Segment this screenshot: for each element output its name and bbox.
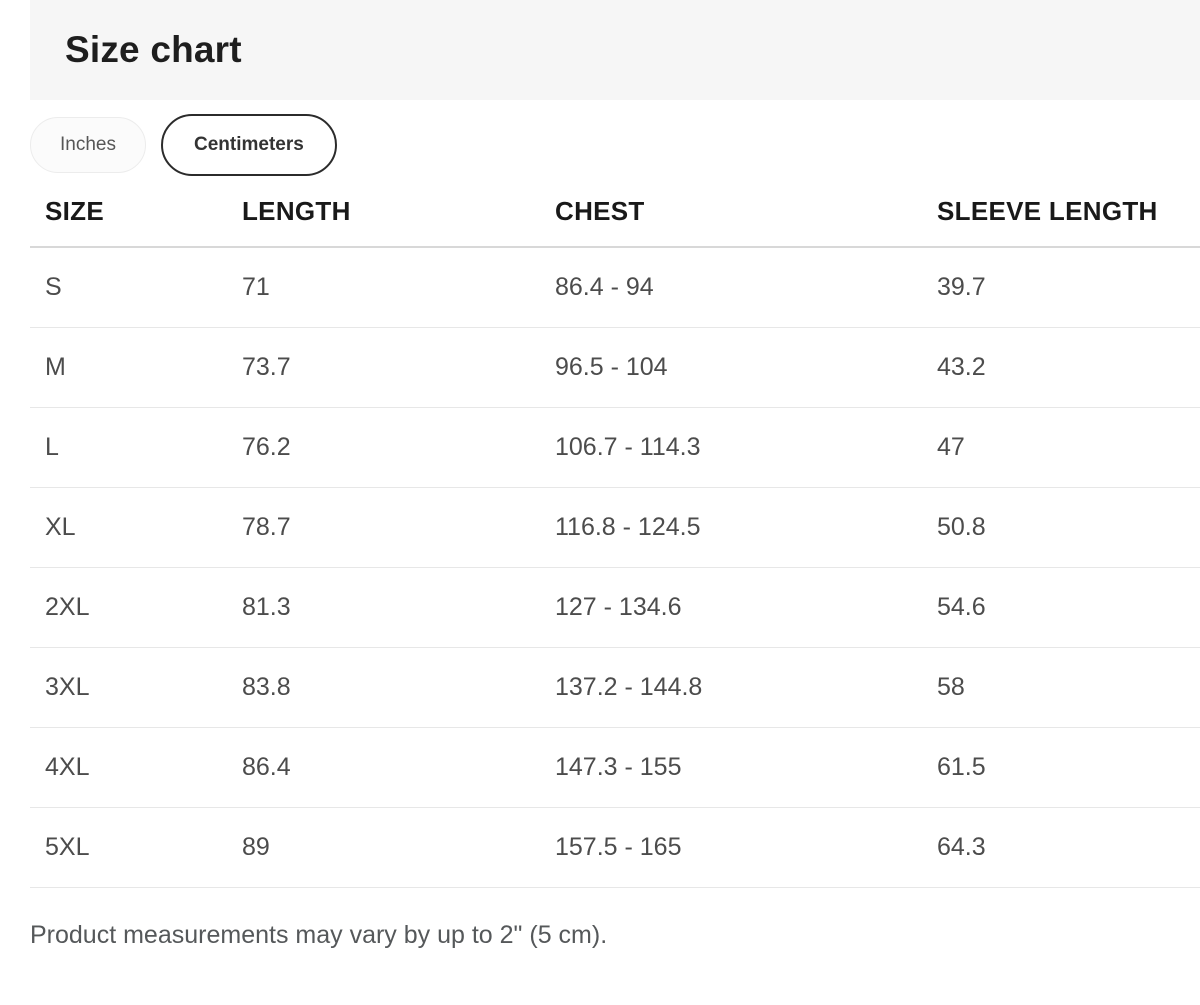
sleeve-length-cell: 64.3: [937, 807, 1200, 888]
table-row: M 73.7 96.5 - 104 43.2: [30, 327, 1200, 408]
sleeve-length-cell: 43.2: [937, 327, 1200, 408]
length-cell: 71: [242, 247, 555, 328]
size-chart-header: Size chart: [30, 0, 1200, 100]
length-cell: 76.2: [242, 407, 555, 488]
column-header-sleeve-length: SLEEVE LENGTH: [937, 177, 1200, 248]
centimeters-toggle-button[interactable]: Centimeters: [160, 114, 337, 176]
table-row: 3XL 83.8 137.2 - 144.8 58: [30, 647, 1200, 728]
chest-cell: 127 - 134.6: [555, 567, 937, 648]
sleeve-length-cell: 54.6: [937, 567, 1200, 648]
chest-cell: 147.3 - 155: [555, 727, 937, 808]
chest-cell: 86.4 - 94: [555, 247, 937, 328]
table-row: 4XL 86.4 147.3 - 155 61.5: [30, 727, 1200, 808]
sleeve-length-cell: 61.5: [937, 727, 1200, 808]
table-row: 2XL 81.3 127 - 134.6 54.6: [30, 567, 1200, 648]
column-header-length: LENGTH: [242, 177, 555, 248]
size-cell: 4XL: [30, 727, 242, 808]
column-header-chest: CHEST: [555, 177, 937, 248]
table-row: 5XL 89 157.5 - 165 64.3: [30, 807, 1200, 888]
sleeve-length-cell: 50.8: [937, 487, 1200, 568]
length-cell: 86.4: [242, 727, 555, 808]
size-cell: 3XL: [30, 647, 242, 728]
length-cell: 78.7: [242, 487, 555, 568]
sleeve-length-cell: 58: [937, 647, 1200, 728]
page-title: Size chart: [65, 29, 242, 70]
size-cell: 5XL: [30, 807, 242, 888]
table-row: L 76.2 106.7 - 114.3 47: [30, 407, 1200, 488]
chest-cell: 96.5 - 104: [555, 327, 937, 408]
size-cell: S: [30, 247, 242, 328]
size-cell: M: [30, 327, 242, 408]
chest-cell: 116.8 - 124.5: [555, 487, 937, 568]
length-cell: 83.8: [242, 647, 555, 728]
length-cell: 81.3: [242, 567, 555, 648]
length-cell: 73.7: [242, 327, 555, 408]
size-cell: XL: [30, 487, 242, 568]
table-row: XL 78.7 116.8 - 124.5 50.8: [30, 487, 1200, 568]
size-cell: L: [30, 407, 242, 488]
table-header-row: SIZE LENGTH CHEST SLEEVE LENGTH: [30, 177, 1200, 248]
size-cell: 2XL: [30, 567, 242, 648]
sleeve-length-cell: 47: [937, 407, 1200, 488]
inches-toggle-button[interactable]: Inches: [30, 117, 146, 173]
table-row: S 71 86.4 - 94 39.7: [30, 247, 1200, 328]
chest-cell: 157.5 - 165: [555, 807, 937, 888]
size-chart-table: SIZE LENGTH CHEST SLEEVE LENGTH S 71 86.…: [30, 177, 1200, 888]
chest-cell: 137.2 - 144.8: [555, 647, 937, 728]
chest-cell: 106.7 - 114.3: [555, 407, 937, 488]
sleeve-length-cell: 39.7: [937, 247, 1200, 328]
unit-toggle: Inches Centimeters: [30, 113, 1200, 177]
column-header-size: SIZE: [30, 177, 242, 248]
length-cell: 89: [242, 807, 555, 888]
measurement-disclaimer: Product measurements may vary by up to 2…: [30, 920, 608, 949]
